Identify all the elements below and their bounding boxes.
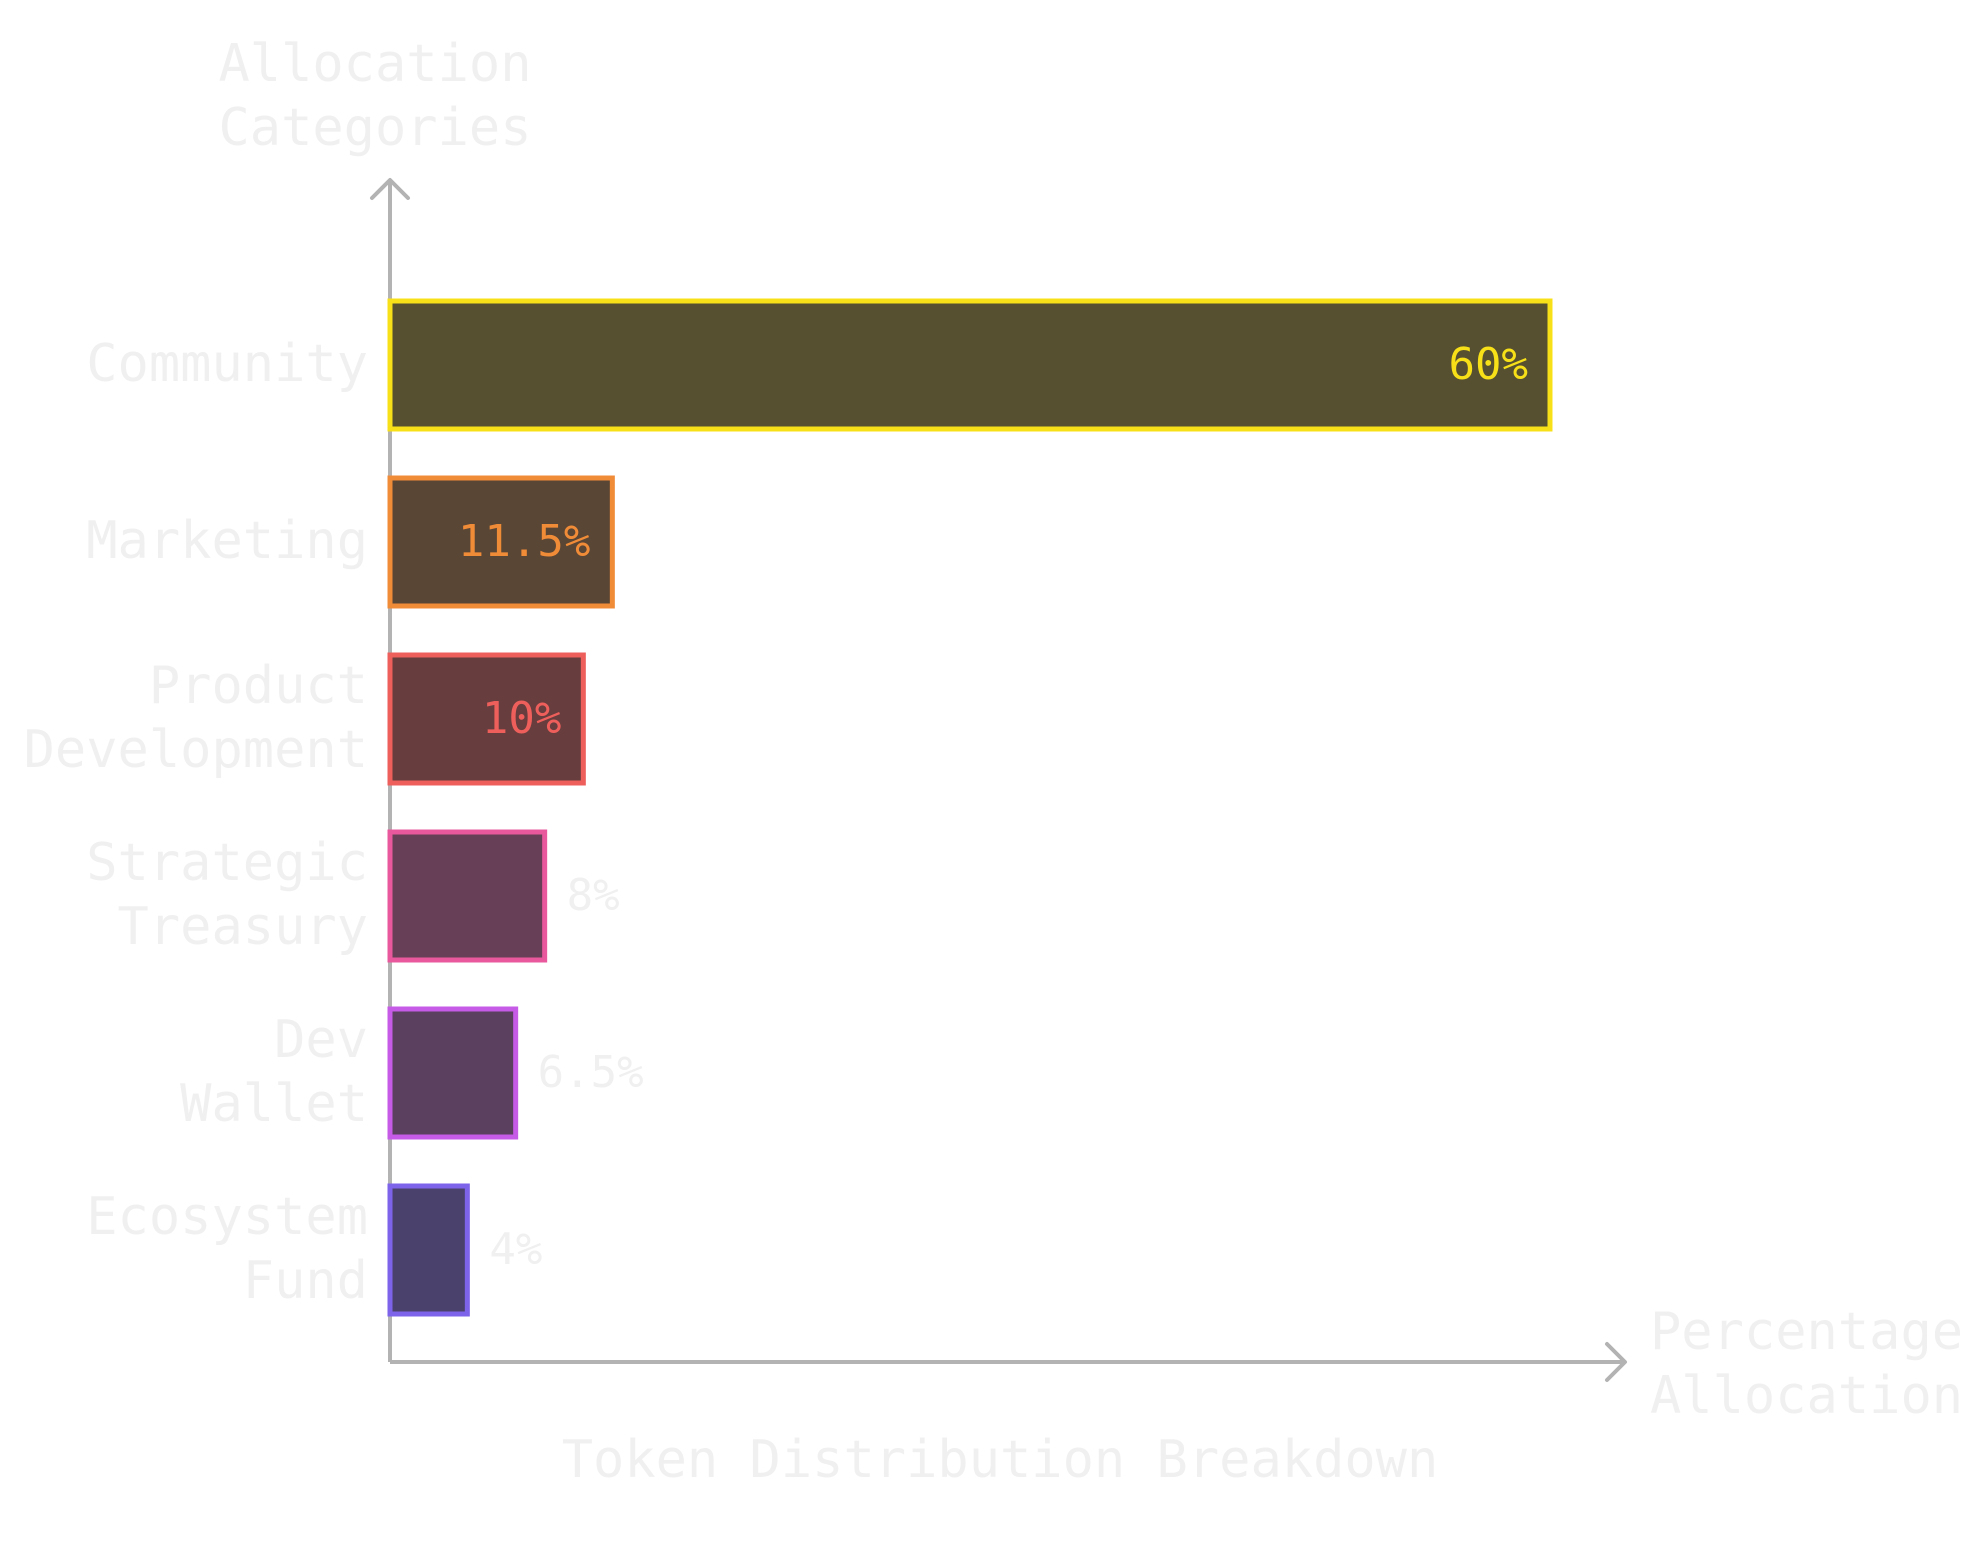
y-axis-label-line: Categories — [218, 98, 531, 158]
data-label: 10% — [482, 693, 561, 744]
category-label-line: Ecosystem — [86, 1187, 368, 1247]
category-label-line: Fund — [243, 1251, 368, 1311]
chart-title: Token Distribution Breakdown — [562, 1430, 1439, 1490]
y-axis-label-line: Allocation — [218, 34, 531, 94]
category-label-line: Treasury — [118, 897, 368, 957]
category-label-line: Product — [149, 656, 368, 716]
bar-2 — [387, 652, 586, 786]
x-axis-label-line: Percentage — [1650, 1302, 1963, 1362]
category-label: Community — [86, 334, 368, 394]
bar-4 — [387, 1006, 519, 1140]
x-axis-label: Percentage Allocation — [1650, 1302, 1963, 1426]
x-axis-label-line: Allocation — [1650, 1366, 1963, 1426]
bar-1 — [387, 475, 615, 609]
data-label: 4% — [489, 1224, 542, 1275]
data-label: 6.5% — [538, 1047, 644, 1098]
y-axis-label: Allocation Categories — [218, 34, 531, 158]
data-label: 11.5% — [458, 516, 590, 567]
category-label: Ecosystem Fund — [86, 1187, 368, 1311]
category-label-line: Marketing — [86, 511, 368, 571]
category-label: Marketing — [86, 511, 368, 571]
x-axis-arrow-icon — [1605, 1342, 1627, 1382]
data-label: 8% — [567, 870, 620, 921]
bar-3 — [387, 829, 548, 963]
category-label-line: Development — [24, 720, 368, 780]
data-label: 60% — [1449, 339, 1528, 390]
category-label-line: Dev — [274, 1010, 368, 1070]
bar-5 — [387, 1183, 470, 1317]
y-axis-arrow-icon — [370, 178, 410, 200]
bar-0 — [387, 298, 1553, 432]
category-label-line: Wallet — [180, 1074, 368, 1134]
category-label: Product Development — [24, 656, 368, 780]
category-label-line: Strategic — [86, 833, 368, 893]
category-label: Dev Wallet — [180, 1010, 368, 1134]
category-label: Strategic Treasury — [86, 833, 368, 957]
category-label-line: Community — [86, 334, 368, 394]
